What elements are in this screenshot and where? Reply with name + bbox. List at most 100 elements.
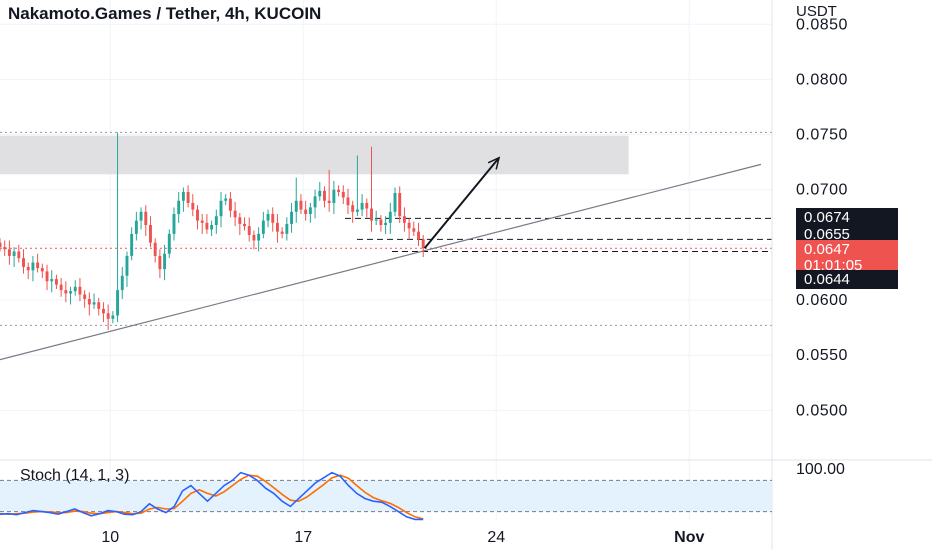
- candle-body-1: [3, 247, 7, 250]
- candle-body-21: [97, 302, 101, 309]
- candle-body-75: [351, 205, 355, 212]
- candle-body-17: [78, 286, 82, 295]
- candle-body-59: [275, 222, 279, 232]
- currency-label: USDT: [796, 3, 837, 20]
- candle-body-46: [214, 216, 218, 226]
- candle-body-61: [285, 223, 289, 234]
- stoch-k-line: [0, 471, 424, 521]
- price-tick-label-7: 0.0500: [796, 402, 848, 419]
- candle-body-32: [149, 225, 152, 243]
- candle-body-27: [125, 255, 129, 276]
- trendline: [0, 163, 762, 361]
- stoch-axis-label: 100.00: [796, 461, 845, 478]
- candle-body-49: [228, 198, 232, 211]
- candle-body-78: [365, 202, 369, 209]
- price-label-upper: 0.0674: [796, 208, 898, 227]
- candle-body-84: [393, 193, 397, 212]
- candle-body-12: [54, 279, 58, 285]
- candle-body-42: [196, 209, 199, 221]
- stoch-band: [0, 480, 772, 512]
- candle-body-53: [247, 226, 251, 235]
- candle-body-41: [191, 202, 195, 210]
- candle-body-28: [130, 233, 134, 256]
- candle-body-57: [266, 214, 270, 221]
- candle-body-66: [308, 207, 312, 215]
- candle-body-34: [158, 255, 162, 270]
- candle-body-62: [290, 211, 294, 224]
- arrow-line: [423, 157, 500, 249]
- time-tick-label-1: 17: [294, 529, 312, 546]
- candle-body-26: [120, 275, 124, 291]
- candle-body-72: [337, 189, 341, 192]
- candle-body-60: [280, 231, 284, 234]
- candle-body-23: [106, 313, 110, 319]
- candle-body-55: [257, 233, 261, 241]
- candle-body-8: [36, 262, 40, 269]
- candle-body-51: [238, 217, 242, 224]
- candle-body-20: [92, 302, 96, 305]
- candle-body-37: [172, 214, 176, 234]
- candle-body-5: [22, 258, 25, 267]
- candle-body-74: [346, 197, 350, 206]
- time-tick-label-3: Nov: [674, 529, 704, 546]
- candle-body-36: [167, 233, 171, 254]
- candle-body-58: [271, 214, 275, 223]
- candle-body-18: [83, 294, 87, 299]
- price-label-mid: 0.0655: [796, 225, 898, 244]
- candle-body-71: [332, 189, 336, 203]
- candle-body-47: [219, 200, 223, 217]
- candle-body-9: [40, 268, 44, 272]
- candle-body-40: [186, 191, 190, 203]
- candle-body-3: [12, 251, 16, 256]
- candle-body-73: [341, 191, 345, 198]
- candle-body-89: [417, 231, 420, 240]
- price-tick-label-0: 0.0850: [796, 16, 848, 33]
- candle-body-65: [304, 209, 308, 215]
- candle-body-45: [210, 225, 214, 230]
- candle-body-13: [59, 284, 63, 291]
- candle-body-25: [116, 290, 120, 316]
- candle-body-35: [163, 253, 167, 270]
- candle-body-86: [402, 216, 406, 223]
- candle-body-24: [111, 315, 115, 319]
- price-label-low: 0.0644: [796, 270, 898, 289]
- candle-body-88: [412, 228, 416, 232]
- arrow-head: [487, 156, 501, 170]
- price-tick-label-5: 0.0600: [796, 292, 848, 309]
- candle-body-87: [407, 222, 411, 229]
- candle-body-14: [64, 290, 68, 294]
- candle-body-39: [181, 191, 185, 201]
- candle-body-50: [233, 210, 237, 218]
- candle-body-38: [177, 200, 181, 215]
- candle-body-30: [139, 211, 143, 221]
- candle-body-76: [355, 209, 359, 212]
- candle-body-48: [224, 198, 228, 201]
- candle-body-29: [134, 220, 138, 234]
- price-tick-label-3: 0.0700: [796, 182, 848, 199]
- candle-body-11: [50, 279, 54, 282]
- candle-body-68: [318, 190, 322, 197]
- candle-body-0: [0, 242, 2, 248]
- price-tick-label-1: 0.0800: [796, 71, 848, 88]
- candle-body-33: [153, 242, 157, 256]
- stoch-d-line: [0, 474, 424, 520]
- time-tick-label-2: 24: [487, 529, 505, 546]
- candle-body-6: [26, 266, 30, 271]
- candle-body-77: [360, 202, 364, 210]
- candle-body-7: [31, 262, 35, 271]
- candle-body-56: [261, 220, 265, 234]
- candle-body-64: [299, 200, 303, 210]
- candle-body-4: [17, 251, 21, 259]
- price-label-last: 0.0647: [796, 240, 898, 259]
- candle-body-22: [101, 308, 105, 314]
- candle-body-80: [374, 219, 378, 221]
- candle-body-10: [45, 271, 49, 282]
- candle-body-85: [398, 193, 402, 217]
- stoch-indicator-label[interactable]: Stoch (14, 1, 3): [20, 467, 130, 484]
- candle-body-90: [421, 239, 425, 249]
- candle-body-69: [323, 190, 326, 201]
- candle-body-15: [69, 291, 72, 294]
- candle-body-43: [200, 220, 204, 223]
- candle-body-70: [327, 200, 331, 203]
